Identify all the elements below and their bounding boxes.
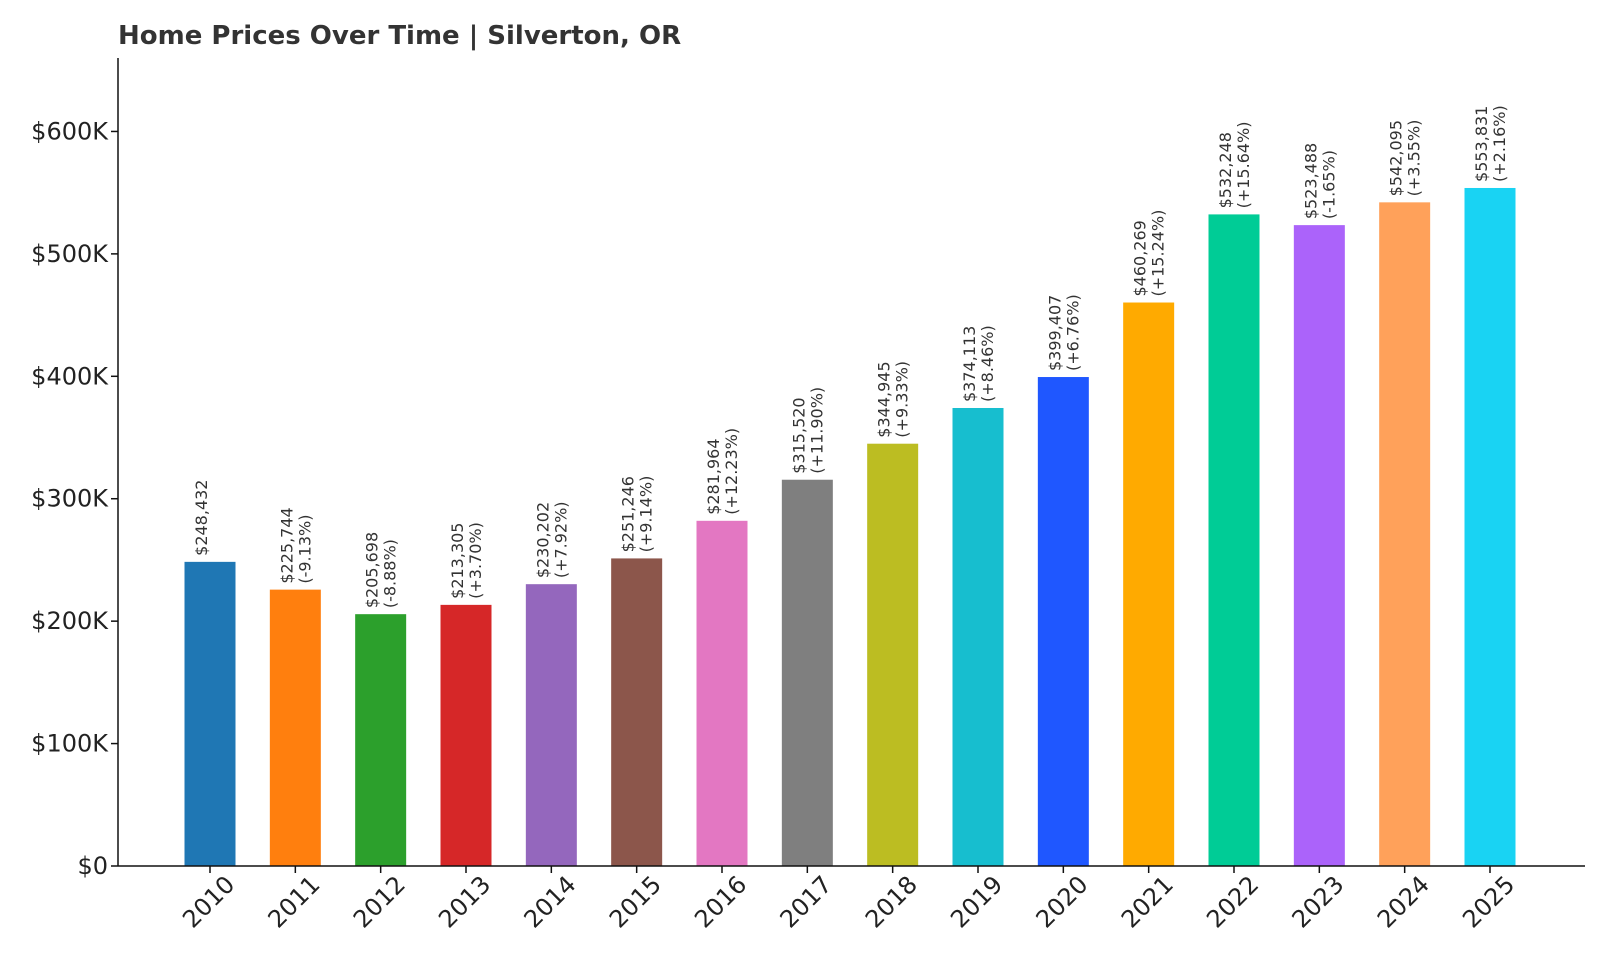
data-label-2025: $553,831 (+2.16%): [1472, 105, 1509, 182]
bars-group: [184, 187, 1516, 867]
data-label-2011: $225,744 (-9.13%): [277, 507, 314, 583]
bar-2010: [184, 561, 236, 866]
chart-title: Home Prices Over Time | Silverton, OR: [118, 21, 681, 51]
x-tick-label-2012: 2012: [348, 870, 411, 933]
y-axis: $0 $100K $200K $300K $400K $500K $600K: [31, 58, 119, 880]
value-label: $248,432: [192, 480, 211, 556]
y-tick-label: $100K: [31, 730, 109, 758]
x-tick-label-2024: 2024: [1372, 870, 1435, 933]
bar-2016: [696, 520, 748, 866]
value-label: $523,488: [1301, 143, 1320, 219]
bar-2024: [1379, 202, 1431, 866]
data-label-2017: $315,520 (+11.90%): [789, 387, 826, 474]
change-label: (+15.64%): [1234, 121, 1253, 208]
change-label: (+7.92%): [551, 501, 570, 578]
x-tick-label-2011: 2011: [263, 870, 326, 933]
x-tick-label-2015: 2015: [604, 870, 667, 933]
y-tick-label: $600K: [31, 117, 109, 145]
bar-2012: [355, 614, 407, 866]
bar-2013: [440, 604, 492, 866]
bar-2011: [269, 589, 321, 866]
bar-2017: [781, 479, 833, 866]
data-label-2019: $374,113 (+8.46%): [960, 325, 997, 402]
y-tick-label: $0: [77, 852, 108, 880]
y-tick-label: $400K: [31, 362, 109, 390]
change-label: (+3.70%): [466, 522, 485, 599]
value-label: $225,744: [277, 507, 296, 583]
value-label: $315,520: [789, 397, 808, 473]
change-label: (+12.23%): [722, 428, 741, 515]
value-label: $205,698: [363, 532, 382, 608]
bar-2023: [1293, 225, 1345, 866]
data-label-2014: $230,202 (+7.92%): [533, 501, 570, 578]
x-tick-label-2020: 2020: [1031, 870, 1094, 933]
x-axis: 2010 2011 2012 2013 2014 2015 2016 2017 2018 2019…: [118, 865, 1585, 933]
x-tick-label-2014: 2014: [519, 870, 582, 933]
change-label: (+9.33%): [893, 361, 912, 438]
value-label: $532,248: [1216, 132, 1235, 208]
value-label: $344,945: [875, 361, 894, 437]
bar-2022: [1208, 214, 1260, 866]
value-label: $374,113: [960, 326, 979, 402]
bar-2019: [952, 407, 1004, 866]
bar-2018: [867, 443, 919, 866]
bar-2015: [611, 558, 663, 866]
change-label: (-9.13%): [295, 515, 314, 584]
bar-2014: [525, 584, 577, 866]
x-tick-label-2013: 2013: [433, 870, 496, 933]
data-label-2022: $532,248 (+15.64%): [1216, 121, 1253, 208]
y-tick-label: $200K: [31, 607, 109, 635]
data-label-2010: $248,432: [192, 480, 211, 556]
value-label: $399,407: [1045, 295, 1064, 371]
change-label: (+8.46%): [978, 325, 997, 402]
change-label: (+11.90%): [807, 387, 826, 474]
value-label: $553,831: [1472, 106, 1491, 182]
bar-2021: [1123, 302, 1175, 866]
value-label: $251,246: [619, 476, 638, 552]
x-tick-label-2016: 2016: [689, 870, 752, 933]
x-tick-label-2018: 2018: [860, 870, 923, 933]
value-label: $542,095: [1387, 120, 1406, 196]
data-label-2015: $251,246 (+9.14%): [619, 476, 656, 553]
x-tick-label-2025: 2025: [1457, 870, 1520, 933]
value-label: $213,305: [448, 523, 467, 599]
data-label-2016: $281,964 (+12.23%): [704, 428, 741, 515]
bar-2025: [1464, 187, 1516, 867]
change-label: (-1.65%): [1319, 150, 1338, 219]
x-tick-label-2010: 2010: [177, 870, 240, 933]
data-label-2013: $213,305 (+3.70%): [448, 522, 485, 599]
data-label-2012: $205,698 (-8.88%): [363, 532, 400, 608]
x-tick-label-2019: 2019: [945, 870, 1008, 933]
change-label: (+6.76%): [1063, 294, 1082, 371]
data-label-2021: $460,269 (+15.24%): [1131, 210, 1168, 297]
change-label: (+15.24%): [1149, 210, 1168, 297]
change-label: (+2.16%): [1490, 105, 1509, 182]
data-label-2024: $542,095 (+3.55%): [1387, 120, 1424, 197]
x-tick-label-2023: 2023: [1287, 870, 1350, 933]
change-label: (+9.14%): [637, 476, 656, 553]
data-label-2018: $344,945 (+9.33%): [875, 361, 912, 438]
value-label: $460,269: [1131, 220, 1150, 296]
data-label-2023: $523,488 (-1.65%): [1301, 143, 1338, 219]
data-label-2020: $399,407 (+6.76%): [1045, 294, 1082, 371]
x-tick-label-2022: 2022: [1201, 870, 1264, 933]
y-tick-label: $500K: [31, 240, 109, 268]
x-tick-label-2021: 2021: [1116, 870, 1179, 933]
value-label: $281,964: [704, 438, 723, 514]
bar-2020: [1037, 377, 1089, 866]
change-label: (+3.55%): [1405, 120, 1424, 197]
y-tick-label: $300K: [31, 485, 109, 513]
x-tick-label-2017: 2017: [775, 870, 838, 933]
value-label: $230,202: [533, 502, 552, 578]
data-labels-group: $248,432 $225,744 (-9.13%) $205,698 (-8.88%)…: [192, 105, 1509, 608]
change-label: (-8.88%): [381, 539, 400, 608]
